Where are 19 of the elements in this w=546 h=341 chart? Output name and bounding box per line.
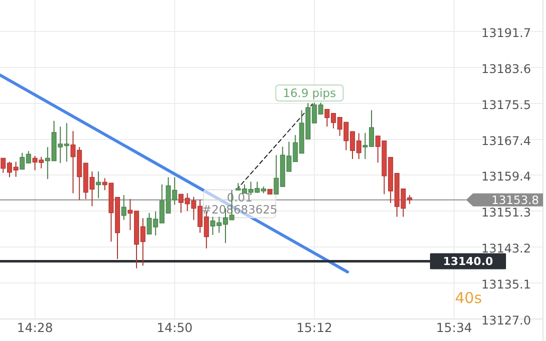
x-tick-label: 15:34 — [436, 320, 472, 335]
y-tick-label: 13183.6 — [481, 62, 531, 76]
y-tick-label: 13151.3 — [481, 206, 531, 220]
ref-line-label: 13153.8 — [491, 192, 539, 207]
x-tick-label: 15:12 — [296, 320, 332, 335]
x-tick-label: 14:50 — [156, 320, 193, 335]
y-tick-label: 13167.4 — [481, 134, 531, 148]
y-tick-label: 13191.7 — [481, 26, 531, 40]
y-tick-label: 13143.2 — [481, 242, 531, 256]
y-tick-label: 13135.1 — [481, 278, 531, 292]
ref-line-label: 13140.0 — [442, 255, 494, 268]
candlestick — [121, 194, 126, 220]
y-tick-label: 13127.0 — [481, 314, 531, 328]
annotation: 16.9 pips — [282, 86, 336, 100]
x-tick-label: 14:28 — [16, 320, 53, 335]
annotation: 40s — [455, 289, 482, 307]
y-tick-label: 13159.4 — [481, 170, 531, 184]
y-tick-label: 13175.5 — [481, 98, 531, 112]
candlestick — [96, 170, 101, 199]
